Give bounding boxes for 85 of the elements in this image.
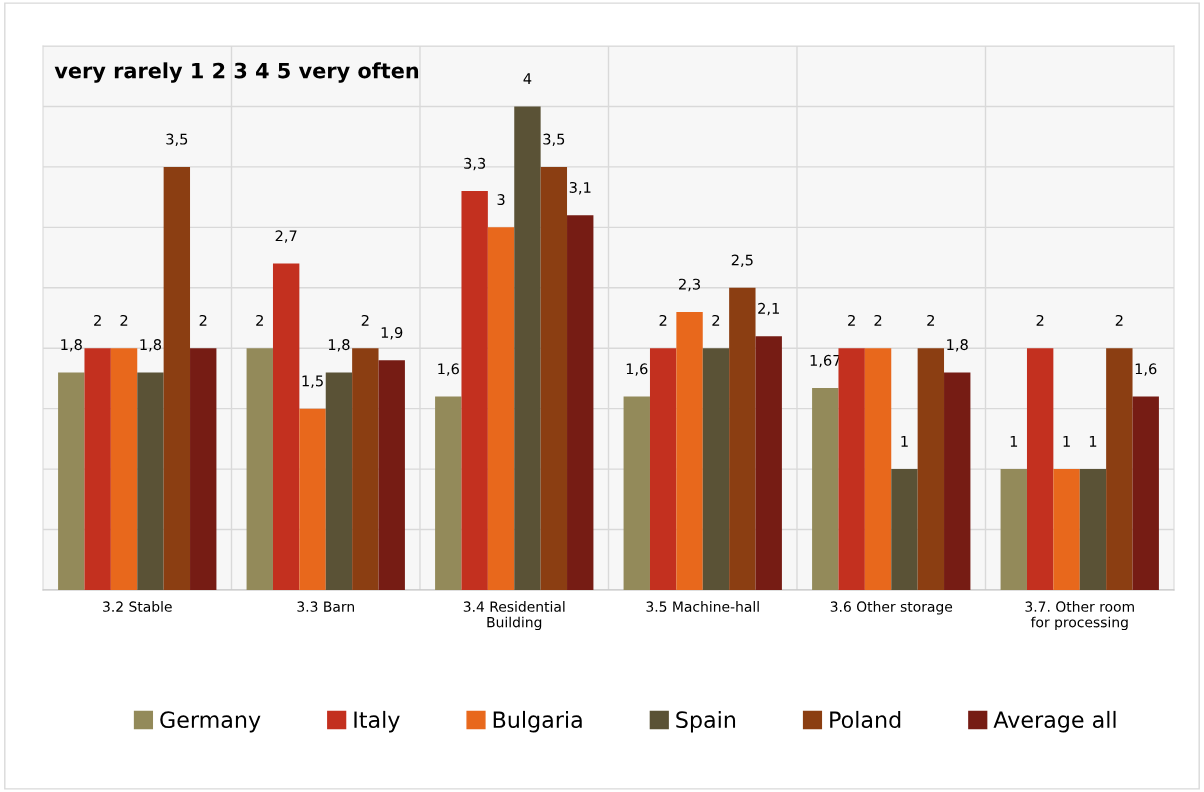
bar — [812, 388, 839, 590]
bar — [729, 287, 756, 590]
data-label: 2 — [1115, 314, 1123, 326]
bar — [755, 336, 782, 590]
data-label: 3,3 — [464, 157, 486, 171]
data-label: 3,5 — [543, 133, 565, 147]
bar — [864, 348, 892, 590]
bar — [891, 469, 918, 590]
data-label: 1,6 — [1135, 363, 1157, 376]
bar — [1026, 348, 1054, 590]
data-label: 2,1 — [758, 302, 779, 316]
data-label: 1 — [1063, 436, 1070, 447]
bar — [58, 372, 85, 590]
data-label: 1,8 — [61, 339, 82, 352]
data-label: 2 — [120, 314, 128, 326]
data-label: 1,6 — [438, 363, 459, 376]
bar — [917, 348, 945, 590]
data-label: 2 — [1036, 314, 1044, 326]
bar — [378, 360, 405, 590]
x-tick-label: 3.7. Other room for processing — [1025, 601, 1134, 631]
bar — [352, 348, 379, 590]
legend-label: Bulgaria — [493, 710, 582, 733]
bar — [649, 348, 677, 590]
bar — [567, 215, 594, 590]
bar — [163, 166, 191, 590]
data-label: 1,8 — [328, 339, 350, 352]
data-label: 2,5 — [731, 254, 753, 267]
data-label: 3,1 — [569, 181, 591, 195]
data-label: 1 — [1089, 436, 1097, 447]
data-label: 2 — [94, 314, 101, 326]
bar — [676, 311, 703, 590]
legend-label: Germany — [160, 711, 261, 733]
bar — [623, 396, 650, 590]
bar — [1132, 396, 1159, 590]
x-tick-label: 3.6 Other storage — [830, 601, 953, 615]
legend-label: Poland — [830, 710, 901, 729]
bar — [487, 227, 515, 590]
data-label: 2 — [199, 314, 207, 326]
data-label: 2,3 — [679, 278, 700, 292]
data-label: 2 — [712, 314, 720, 326]
data-label: 2 — [361, 314, 369, 326]
bar — [246, 348, 273, 590]
legend-label: Spain — [676, 710, 736, 733]
bar — [838, 348, 865, 590]
data-label: 1,8 — [947, 339, 968, 352]
x-tick-label: 3.3 Barn — [297, 601, 354, 612]
x-tick-label: 3.4 Residential Building — [463, 601, 565, 631]
data-label: 1,9 — [381, 327, 403, 340]
data-label: 1 — [901, 436, 908, 447]
bar — [461, 191, 488, 590]
text: very rarely 1 2 3 4 5 very often — [54, 62, 419, 83]
bar — [514, 106, 541, 590]
bar — [540, 166, 568, 590]
bar — [944, 372, 971, 590]
data-label: 2 — [659, 314, 667, 326]
data-label: 2 — [256, 314, 263, 326]
bar — [1079, 469, 1107, 590]
x-tick-label: 3.2 Stable — [103, 601, 172, 612]
bar — [84, 348, 111, 590]
data-label: 1,6 — [626, 363, 648, 376]
bar — [1000, 469, 1027, 590]
data-label: 1,8 — [140, 339, 162, 352]
data-label: 2 — [848, 314, 855, 326]
data-label: 1,5 — [302, 375, 323, 388]
legend-label: Average all — [993, 710, 1116, 733]
data-label: 2 — [927, 314, 935, 326]
data-label: 2 — [874, 314, 882, 326]
bar — [299, 408, 326, 590]
bar — [325, 372, 353, 590]
bar — [435, 396, 462, 590]
data-label: 1,67 — [810, 354, 841, 368]
data-label: 4 — [523, 73, 532, 84]
legend-label: Italy — [354, 710, 400, 733]
data-label: 3 — [497, 194, 505, 206]
bar — [190, 348, 217, 590]
bar — [110, 348, 138, 590]
bar — [272, 263, 300, 590]
data-label: 3,5 — [166, 133, 188, 147]
x-tick-label: 3.5 Machine-hall — [646, 601, 759, 612]
bar — [702, 348, 730, 590]
bar — [1053, 469, 1080, 590]
data-label: 2,7 — [275, 230, 297, 243]
bar — [137, 372, 164, 590]
data-label: 1 — [1010, 436, 1018, 447]
bar — [1106, 348, 1133, 590]
